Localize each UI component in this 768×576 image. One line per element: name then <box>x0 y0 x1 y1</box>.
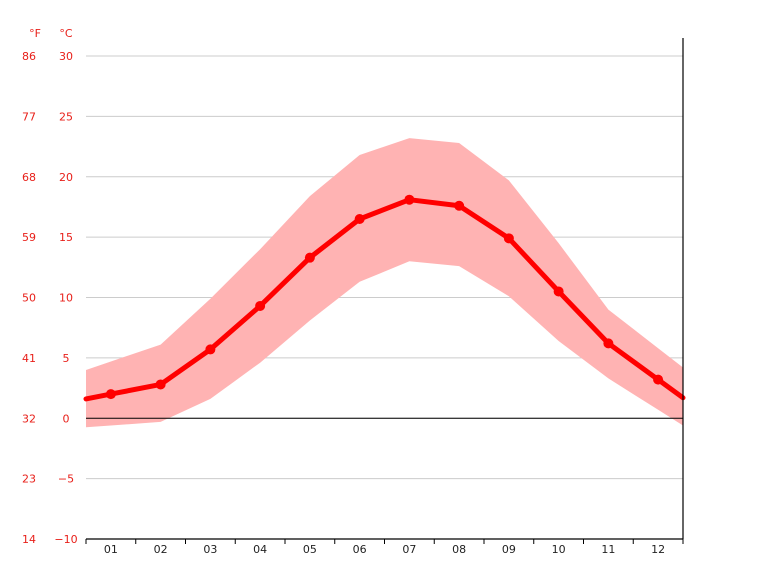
mean-temperature-point <box>255 300 266 311</box>
month-tick-label: 08 <box>452 543 466 556</box>
celsius-tick-label: 25 <box>59 110 73 123</box>
mean-temperature-point <box>454 200 465 211</box>
celsius-tick-label: 15 <box>59 231 73 244</box>
month-tick-label: 04 <box>253 543 267 556</box>
fahrenheit-tick-label: 23 <box>22 473 36 486</box>
mean-temperature-point <box>304 252 315 263</box>
celsius-tick-label: 5 <box>63 352 70 365</box>
fahrenheit-tick-label: 41 <box>22 352 36 365</box>
month-tick-label: 09 <box>502 543 516 556</box>
mean-temperature-point <box>553 286 564 297</box>
axes <box>85 38 684 544</box>
month-tick-label: 02 <box>154 543 168 556</box>
fahrenheit-tick-label: 68 <box>22 171 36 184</box>
month-tick-label: 12 <box>651 543 665 556</box>
mean-temperature-point <box>603 338 614 349</box>
mean-temperature-point <box>404 194 415 205</box>
celsius-tick-label: −10 <box>54 533 77 546</box>
month-tick-label: 11 <box>601 543 615 556</box>
fahrenheit-tick-label: 59 <box>22 231 36 244</box>
celsius-tick-label: 10 <box>59 292 73 305</box>
fahrenheit-tick-label: 86 <box>22 50 36 63</box>
month-tick-label: 06 <box>353 543 367 556</box>
fahrenheit-tick-label: 14 <box>22 533 36 546</box>
month-tick-label: 07 <box>402 543 416 556</box>
month-tick-label: 10 <box>552 543 566 556</box>
mean-temperature-point <box>503 233 514 244</box>
celsius-tick-label: 20 <box>59 171 73 184</box>
temperature-range-band <box>86 138 683 428</box>
celsius-tick-label: 0 <box>63 412 70 425</box>
axis-labels: °F °C 30862577206815591050541032−523−101… <box>22 27 665 556</box>
fahrenheit-tick-label: 77 <box>22 110 36 123</box>
month-tick-label: 03 <box>203 543 217 556</box>
fahrenheit-tick-label: 32 <box>22 412 36 425</box>
celsius-unit-label: °C <box>59 27 73 40</box>
mean-temperature-point <box>653 374 664 385</box>
month-tick-label: 01 <box>104 543 118 556</box>
mean-temperature-line <box>83 197 686 402</box>
mean-temperature-point <box>354 214 365 225</box>
fahrenheit-unit-label: °F <box>29 27 41 40</box>
mean-temperature-point <box>105 389 116 400</box>
month-tick-label: 05 <box>303 543 317 556</box>
fahrenheit-tick-label: 50 <box>22 292 36 305</box>
temperature-range-band-group <box>86 138 683 428</box>
mean-temperature-point <box>205 344 216 355</box>
mean-temperature-point <box>155 379 166 390</box>
celsius-tick-label: −5 <box>58 473 74 486</box>
mean-temperature-group <box>83 194 686 402</box>
celsius-tick-label: 30 <box>59 50 73 63</box>
